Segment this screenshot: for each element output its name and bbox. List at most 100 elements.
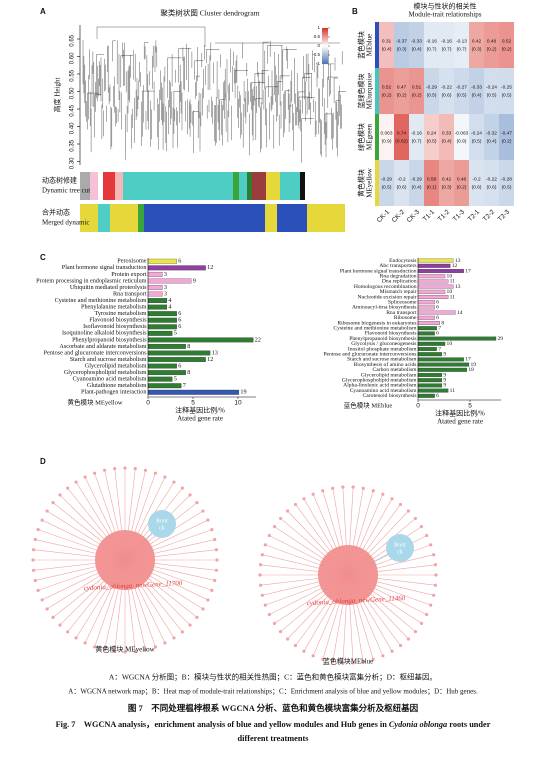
gene-count-label: 11 bbox=[450, 279, 456, 285]
cell-p-value: (0.2) bbox=[502, 138, 512, 144]
cell-value: 0.42 bbox=[472, 38, 482, 44]
cell-p-value: (0.3) bbox=[442, 184, 452, 190]
column-label: CK-3 bbox=[406, 208, 422, 224]
network-node bbox=[210, 528, 214, 532]
column-label: T1-3 bbox=[452, 208, 467, 223]
category-label: Inositol phosphate metabolism bbox=[348, 346, 417, 352]
network-node bbox=[381, 654, 385, 658]
gene-count-label: 14 bbox=[457, 310, 463, 316]
gene-count-label: 4 bbox=[168, 304, 171, 311]
panel-title: 聚类树状图 Cluster dendrogram bbox=[160, 8, 259, 18]
bar bbox=[147, 271, 163, 277]
column-label: T1-1 bbox=[422, 208, 437, 223]
network-node bbox=[331, 486, 335, 490]
colorbar-step bbox=[322, 56, 328, 58]
category-label: Abc transporters bbox=[379, 263, 416, 269]
gene-count-label: 7 bbox=[438, 325, 441, 331]
network-node bbox=[31, 548, 36, 552]
gene-count-label: 17 bbox=[465, 268, 471, 274]
bar bbox=[147, 357, 206, 362]
colorbar-step bbox=[322, 42, 328, 44]
x-axis-label: 注释基因比例/% bbox=[435, 409, 485, 418]
module-label: 蓝色模块 MEblue bbox=[344, 400, 393, 409]
row-label: 绿色模块 bbox=[357, 123, 366, 151]
bar bbox=[417, 383, 443, 388]
network-node bbox=[331, 660, 335, 664]
gene-count-label: 5 bbox=[174, 330, 177, 337]
cell-value: 0.47 bbox=[397, 84, 407, 90]
panel-title: 模块与性状的相关性 bbox=[414, 2, 477, 11]
cell-p-value: (0.4) bbox=[412, 46, 422, 52]
bar bbox=[417, 357, 464, 362]
network-node bbox=[153, 645, 157, 649]
module-color-band bbox=[300, 172, 305, 200]
network-node bbox=[381, 492, 385, 496]
network-node bbox=[33, 578, 37, 583]
network-node bbox=[36, 528, 40, 532]
network-node bbox=[188, 493, 192, 497]
cell-p-value: (0.5) bbox=[382, 184, 392, 190]
cell-p-value: (0.5) bbox=[472, 138, 482, 144]
network-node bbox=[214, 568, 219, 572]
bar bbox=[147, 370, 186, 376]
network-node bbox=[143, 648, 148, 652]
gene-count-label: 8 bbox=[441, 320, 444, 326]
gene-count-label: 12 bbox=[452, 263, 458, 269]
gene-count-label: 7 bbox=[438, 346, 441, 352]
heatmap-cell bbox=[439, 22, 454, 68]
caption-title: Fig. 7 WGCNA analysis，enrichment analysi… bbox=[56, 720, 491, 729]
heatmap-cell bbox=[499, 114, 514, 160]
y-axis-label: 高度 Height bbox=[53, 78, 62, 113]
cell-value: 0.48 bbox=[487, 38, 497, 44]
y-tick-label: 0.45 bbox=[70, 104, 76, 116]
network-node bbox=[36, 588, 40, 592]
cell-p-value: (0.7) bbox=[427, 46, 437, 52]
cell-p-value: (0.5) bbox=[502, 184, 512, 190]
network-node bbox=[180, 486, 184, 490]
network-node bbox=[83, 475, 87, 479]
colorbar-step bbox=[322, 58, 328, 60]
cell-value: -0.16 bbox=[426, 38, 437, 44]
module-color-band bbox=[138, 204, 144, 232]
cell-value: -0.29 bbox=[411, 176, 422, 182]
colorbar-label: 0.5 bbox=[314, 34, 321, 39]
colorbar-step bbox=[322, 30, 328, 32]
category-label: Biosynthesis of amino acids bbox=[354, 361, 417, 368]
cell-p-value: (0.4) bbox=[412, 184, 422, 190]
heatmap-cell bbox=[484, 22, 499, 68]
gene-count-label: 8 bbox=[187, 343, 190, 350]
network-node bbox=[102, 468, 107, 472]
cell-p-value: (0.4) bbox=[382, 46, 392, 52]
gene-count-label: 13 bbox=[455, 258, 461, 264]
cell-value: -0.24 bbox=[486, 84, 497, 90]
network-node bbox=[398, 502, 403, 507]
cell-value: 0.42 bbox=[442, 176, 452, 182]
cell-p-value: (0.2) bbox=[397, 92, 407, 98]
category-label: Carbon metabolism bbox=[373, 367, 418, 373]
network-node bbox=[195, 615, 199, 619]
network-node bbox=[201, 509, 205, 513]
network-node bbox=[272, 525, 277, 529]
gene-count-label: 10 bbox=[447, 273, 453, 279]
network-node bbox=[311, 654, 315, 658]
bar bbox=[417, 289, 446, 294]
category-label: Glutathione metabolism bbox=[87, 382, 147, 389]
bar bbox=[147, 258, 177, 264]
dendrogram bbox=[82, 26, 346, 163]
caption-title: 图 7 不同处理榅桲根系 WGCNA 分析、蓝色和黄色模块富集分析及枢纽基因 bbox=[128, 703, 418, 713]
network-node bbox=[278, 516, 283, 521]
caption-legend: A：WGCNA 分析图；B：模块与性状的相关性热图；C：蓝色和黄色模块富集分析；… bbox=[109, 672, 437, 682]
module-color-band bbox=[266, 172, 280, 200]
panel-label: B bbox=[352, 7, 358, 16]
category-label: Tyrosine metabolism bbox=[95, 310, 147, 317]
category-label: Mismatch repair bbox=[380, 289, 417, 295]
network-node bbox=[163, 641, 167, 645]
bar bbox=[147, 324, 177, 330]
heatmap-cell bbox=[379, 114, 394, 160]
network-node bbox=[293, 502, 298, 507]
category-label: Ribosome bbox=[394, 315, 417, 321]
network-node bbox=[258, 563, 263, 567]
gene-count-label: 6 bbox=[436, 331, 439, 337]
bar bbox=[147, 383, 182, 389]
